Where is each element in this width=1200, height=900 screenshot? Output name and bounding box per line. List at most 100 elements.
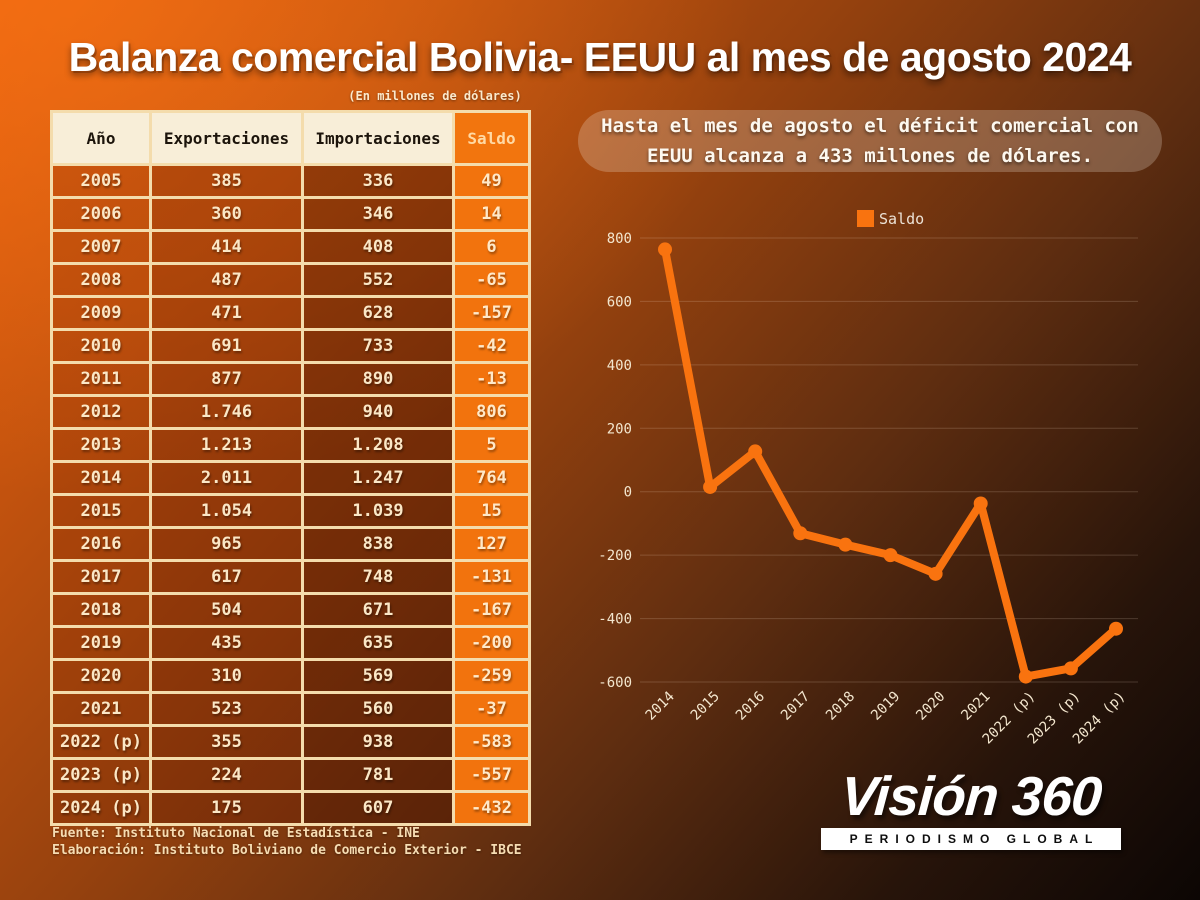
- data-point: [658, 242, 672, 257]
- table-cell: -131: [452, 559, 531, 595]
- x-tick-label: 2019: [868, 689, 903, 724]
- data-point: [703, 479, 718, 494]
- table-row: 2016 965 838 127: [50, 526, 531, 562]
- page-title: Balanza comercial Bolivia- EEUU al mes d…: [68, 34, 1132, 80]
- table-cell: 1.208: [301, 427, 455, 463]
- y-tick-label: -400: [598, 612, 632, 628]
- callout-line-2: EEUU alcanza a 433 millones de dólares.: [646, 145, 1094, 167]
- data-point: [1018, 669, 1033, 684]
- table-cell: 127: [452, 526, 531, 562]
- table-row: 2018 504 671 -167: [50, 592, 531, 628]
- table-cell: 408: [301, 229, 455, 265]
- table-header: Año Exportaciones Importaciones Saldo: [50, 110, 531, 166]
- table-body: 2005 385 336 49 2006 360 346 14 2007 414 408 6 2008 4…: [50, 163, 531, 826]
- data-point: [928, 566, 943, 581]
- table-cell: 552: [301, 262, 455, 298]
- table-cell: 523: [149, 691, 304, 727]
- table-cell: 781: [301, 757, 455, 793]
- table-row: 2006 360 346 14: [50, 196, 531, 232]
- table-row: 2019 435 635 -200: [50, 625, 531, 661]
- table-cell: 471: [149, 295, 304, 331]
- source-line-fuente: Fuente: Instituto Nacional de Estadístic…: [52, 826, 420, 841]
- table-row: 2012 1.746 940 806: [50, 394, 531, 430]
- table-cell: 617: [149, 559, 304, 595]
- table-cell: -200: [452, 625, 531, 661]
- table-cell: 2015: [50, 493, 152, 529]
- table-cell: -157: [452, 295, 531, 331]
- table-row: 2013 1.213 1.208 5: [50, 427, 531, 463]
- table-header-row: Año Exportaciones Importaciones Saldo: [50, 110, 531, 166]
- table-cell: 49: [452, 163, 531, 199]
- table-row: 2007 414 408 6: [50, 229, 531, 265]
- trade-balance-table: Año Exportaciones Importaciones Saldo 2005 3…: [50, 110, 531, 826]
- table-cell: 569: [301, 658, 455, 694]
- table-cell: -259: [452, 658, 531, 694]
- table-cell: 2008: [50, 262, 152, 298]
- table-row: 2005 385 336 49: [50, 163, 531, 199]
- table-cell: 2021: [50, 691, 152, 727]
- table-cell: 764: [452, 460, 531, 496]
- table-cell: 1.039: [301, 493, 455, 529]
- table-cell: 938: [301, 724, 455, 760]
- table-row: 2023 (p) 224 781 -557: [50, 757, 531, 793]
- y-tick-label: 400: [607, 358, 632, 374]
- table-row: 2014 2.011 1.247 764: [50, 460, 531, 496]
- table-cell: 336: [301, 163, 455, 199]
- table-row: 2008 487 552 -65: [50, 262, 531, 298]
- column-header-importaciones: Importaciones: [301, 110, 455, 166]
- y-tick-label: 200: [607, 421, 632, 437]
- table-cell: 2007: [50, 229, 152, 265]
- table-cell: 414: [149, 229, 304, 265]
- table-row: 2010 691 733 -42: [50, 328, 531, 364]
- table-cell: -42: [452, 328, 531, 364]
- y-tick-label: -600: [598, 675, 632, 691]
- table-cell: 14: [452, 196, 531, 232]
- table-cell: 560: [301, 691, 455, 727]
- table-cell: 806: [452, 394, 531, 430]
- data-point: [793, 526, 808, 541]
- table-cell: 2013: [50, 427, 152, 463]
- x-tick-label: 2021: [958, 689, 993, 724]
- table-cell: 1.213: [149, 427, 304, 463]
- data-point: [838, 537, 853, 552]
- saldo-line: [661, 245, 1120, 681]
- table-cell: -37: [452, 691, 531, 727]
- table-cell: 748: [301, 559, 455, 595]
- table-cell: 838: [301, 526, 455, 562]
- table-cell: 2017: [50, 559, 152, 595]
- table-cell: 671: [301, 592, 455, 628]
- table-cell: 1.746: [149, 394, 304, 430]
- table-cell: 1.054: [149, 493, 304, 529]
- table-row: 2021 523 560 -37: [50, 691, 531, 727]
- saldo-line-chart: 800 600 400 200 0 -200 -400 -600 2014 2015 2016 201…: [598, 210, 1138, 748]
- column-header-a-o: Año: [50, 110, 152, 166]
- table-cell: 2011: [50, 361, 152, 397]
- table-cell: 385: [149, 163, 304, 199]
- table-cell: 504: [149, 592, 304, 628]
- callout-line-1: Hasta el mes de agosto el déficit comerc…: [601, 115, 1139, 137]
- column-header-saldo: Saldo: [452, 110, 531, 166]
- x-tick-label: 2016: [733, 689, 768, 724]
- y-tick-label: 600: [607, 294, 632, 310]
- table-cell: 346: [301, 196, 455, 232]
- table-cell: -583: [452, 724, 531, 760]
- page-subtitle: (En millones de dólares): [348, 89, 522, 103]
- table-cell: 2024 (p): [50, 790, 152, 826]
- table-row: 2024 (p) 175 607 -432: [50, 790, 531, 826]
- table-cell: -167: [452, 592, 531, 628]
- table-cell: -13: [452, 361, 531, 397]
- table-cell: 224: [149, 757, 304, 793]
- table-cell: 2010: [50, 328, 152, 364]
- table-cell: 877: [149, 361, 304, 397]
- table-cell: -557: [452, 757, 531, 793]
- x-tick-label: 2017: [778, 689, 813, 724]
- table-cell: 890: [301, 361, 455, 397]
- table-row: 2022 (p) 355 938 -583: [50, 724, 531, 760]
- table-row: 2011 877 890 -13: [50, 361, 531, 397]
- x-tick-label: 2018: [823, 689, 858, 724]
- table-cell: 2009: [50, 295, 152, 331]
- table-cell: 435: [149, 625, 304, 661]
- table-cell: 355: [149, 724, 304, 760]
- table-cell: 628: [301, 295, 455, 331]
- table-cell: 2022 (p): [50, 724, 152, 760]
